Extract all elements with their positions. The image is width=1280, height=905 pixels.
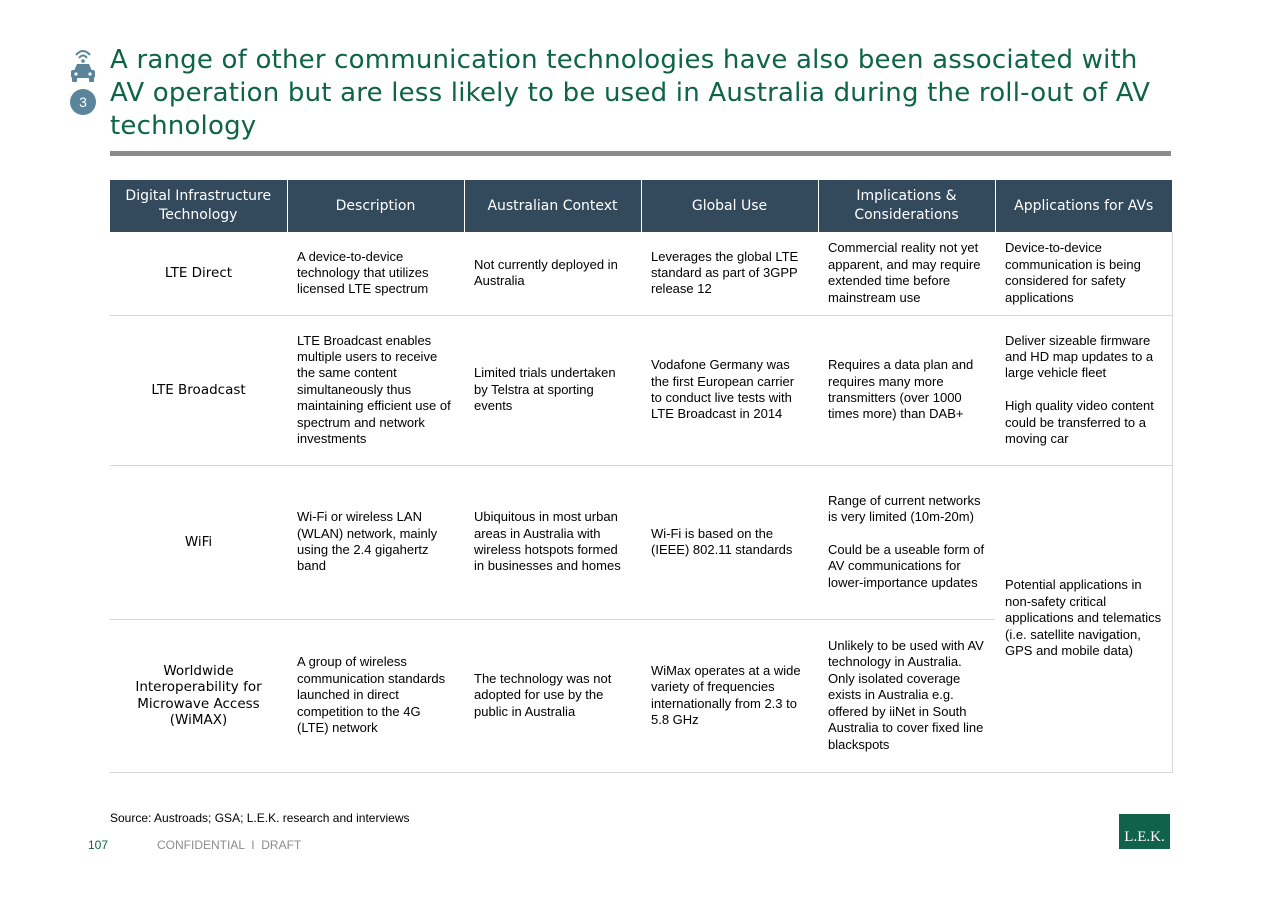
- global-use-cell: WiMax operates at a wide variety of freq…: [641, 619, 818, 773]
- page-number: 107: [88, 838, 109, 852]
- australian-context-cell: Not currently deployed in Australia: [464, 232, 641, 316]
- implications-cell: Requires a data plan and requires many m…: [818, 315, 995, 466]
- table-row: LTE Broadcast LTE Broadcast enables mult…: [110, 315, 1173, 466]
- description-cell: Wi-Fi or wireless LAN (WLAN) network, ma…: [287, 465, 464, 620]
- table-row: Worldwide Interoperability for Microwave…: [110, 619, 1172, 773]
- australian-context-cell: Ubiquitous in most urban areas in Austra…: [464, 465, 641, 620]
- table-row: LTE Direct A device-to-device technology…: [110, 232, 1173, 316]
- title-divider: [110, 151, 1171, 156]
- confidential-label: CONFIDENTIAL I DRAFT: [157, 838, 302, 852]
- column-header-global-use: Global Use: [640, 180, 818, 232]
- source-note: Source: Austroads; GSA; L.E.K. research …: [110, 811, 410, 825]
- technology-name: LTE Broadcast: [110, 315, 287, 466]
- technology-name: LTE Direct: [110, 232, 287, 316]
- global-use-cell: Vodafone Germany was the first European …: [641, 315, 818, 466]
- column-header-implications: Implications & Considerations: [817, 180, 995, 232]
- lek-logo: L.E.K.: [1119, 814, 1170, 849]
- technology-table: Digital Infrastructure Technology Descri…: [110, 180, 1173, 773]
- page-title: A range of other communication technolog…: [110, 45, 1151, 141]
- description-cell: A group of wireless communication standa…: [287, 619, 464, 773]
- column-header-australian-context: Australian Context: [463, 180, 641, 232]
- table-row: WiFi Wi-Fi or wireless LAN (WLAN) networ…: [110, 465, 1173, 773]
- column-header-technology: Digital Infrastructure Technology: [110, 180, 287, 232]
- australian-context-cell: The technology was not adopted for use b…: [464, 619, 641, 773]
- global-use-cell: Wi-Fi is based on the (IEEE) 802.11 stan…: [641, 465, 818, 620]
- technology-name: WiFi: [110, 465, 287, 620]
- implications-cell: Unlikely to be used with AV technology i…: [818, 619, 995, 773]
- applications-cell: Potential applications in non-safety cri…: [995, 465, 1173, 773]
- applications-cell: Deliver sizeable firmware and HD map upd…: [995, 315, 1173, 466]
- description-cell: A device-to-device technology that utili…: [287, 232, 464, 316]
- technology-name: Worldwide Interoperability for Microwave…: [110, 619, 287, 773]
- table-header-row: Digital Infrastructure Technology Descri…: [110, 180, 1172, 232]
- section-number-badge: 3: [70, 89, 96, 115]
- column-header-description: Description: [286, 180, 464, 232]
- applications-cell: Device-to-device communication is being …: [995, 232, 1173, 316]
- column-header-applications: Applications for AVs: [994, 180, 1172, 232]
- global-use-cell: Leverages the global LTE standard as par…: [641, 232, 818, 316]
- connected-car-icon: [68, 46, 98, 86]
- implications-cell: Commercial reality not yet apparent, and…: [818, 232, 995, 316]
- implications-cell: Range of current networks is very limite…: [818, 465, 995, 620]
- australian-context-cell: Limited trials undertaken by Telstra at …: [464, 315, 641, 466]
- description-cell: LTE Broadcast enables multiple users to …: [287, 315, 464, 466]
